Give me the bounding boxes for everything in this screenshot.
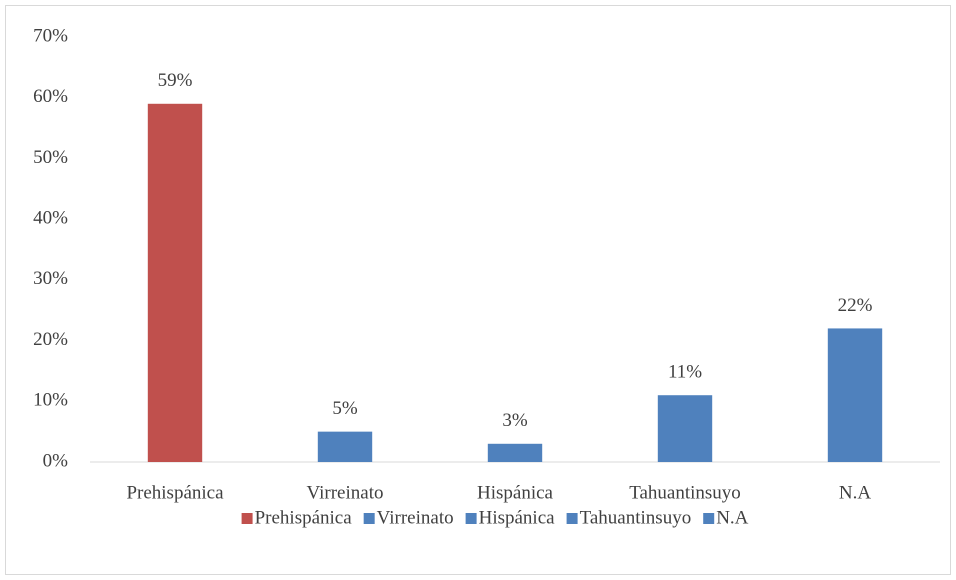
legend-swatch [363, 513, 375, 524]
legend-label: Tahuantinsuyo [580, 507, 692, 528]
y-tick-label: 60% [33, 86, 68, 107]
legend-swatch [703, 513, 715, 524]
bar [657, 395, 713, 462]
legend-label: Hispánica [479, 507, 556, 528]
x-tick-label: Tahuantinsuyo [629, 482, 741, 503]
legend-label: N.A [716, 507, 748, 528]
value-label: 22% [838, 295, 873, 316]
bar [487, 443, 543, 462]
value-label: 11% [668, 362, 702, 383]
y-tick-label: 10% [33, 390, 68, 411]
legend-swatch [241, 513, 253, 524]
legend-swatch [566, 513, 578, 524]
bar [147, 103, 203, 463]
y-tick-label: 20% [33, 329, 68, 350]
value-label: 5% [332, 398, 358, 419]
legend-label: Prehispánica [255, 507, 353, 528]
x-tick-label: Virreinato [307, 482, 384, 503]
x-tick-label: Prehispánica [126, 482, 224, 503]
y-tick-label: 70% [33, 25, 68, 46]
legend-swatch [465, 513, 477, 524]
value-label: 3% [502, 410, 528, 431]
y-tick-label: 40% [33, 208, 68, 229]
value-label: 59% [158, 70, 193, 91]
y-tick-label: 0% [43, 450, 69, 471]
x-tick-label: Hispánica [477, 482, 554, 503]
y-tick-label: 50% [33, 147, 68, 168]
legend-label: Virreinato [377, 507, 454, 528]
bar [827, 328, 883, 462]
y-tick-label: 30% [33, 268, 68, 289]
bar [317, 431, 373, 462]
x-tick-label: N.A [839, 482, 871, 503]
